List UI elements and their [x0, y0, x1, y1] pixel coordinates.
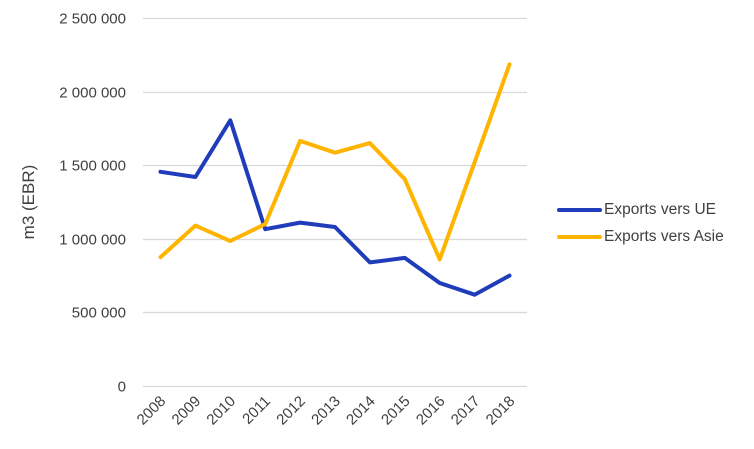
x-tick-label: 2008 [134, 393, 170, 429]
legend-swatch-asie [557, 234, 602, 239]
x-tick-label: 2018 [483, 393, 519, 429]
y-tick-label: 1 500 000 [59, 158, 126, 175]
x-tick-label: 2010 [203, 393, 239, 429]
x-axis-ticks: 2008 2009 2010 2011 2012 2013 2014 2015 2016 2017… [134, 393, 519, 429]
y-axis-label: m3 (EBR) [19, 165, 38, 240]
x-tick-label: 2013 [308, 393, 344, 429]
legend: Exports vers UE Exports vers Asie [557, 196, 724, 250]
x-tick-label: 2009 [169, 393, 205, 429]
x-tick-label: 2017 [448, 393, 484, 429]
y-tick-label: 1 000 000 [59, 232, 126, 249]
series-line-ue [158, 118, 512, 297]
x-tick-label: 2015 [378, 393, 414, 429]
x-tick-label: 2016 [413, 393, 449, 429]
y-tick-label: 2 500 000 [59, 11, 126, 28]
x-tick-label: 2012 [273, 393, 309, 429]
x-tick-label: 2014 [343, 393, 379, 429]
gridlines [143, 17, 527, 388]
x-tick-label: 2011 [239, 393, 274, 428]
legend-item-asie: Exports vers Asie [557, 223, 724, 250]
y-axis-ticks: 0 500 000 1 000 000 1 500 000 2 000 000 2 500… [59, 11, 126, 396]
y-tick-label: 2 000 000 [59, 85, 126, 102]
y-tick-label: 500 000 [72, 305, 126, 322]
legend-swatch-ue [557, 207, 602, 212]
series-lines [158, 62, 512, 297]
legend-label-asie: Exports vers Asie [604, 227, 724, 245]
legend-label-ue: Exports vers UE [604, 200, 716, 218]
y-tick-label: 0 [118, 379, 126, 396]
legend-item-ue: Exports vers UE [557, 196, 724, 223]
series-line-asie [158, 62, 512, 262]
